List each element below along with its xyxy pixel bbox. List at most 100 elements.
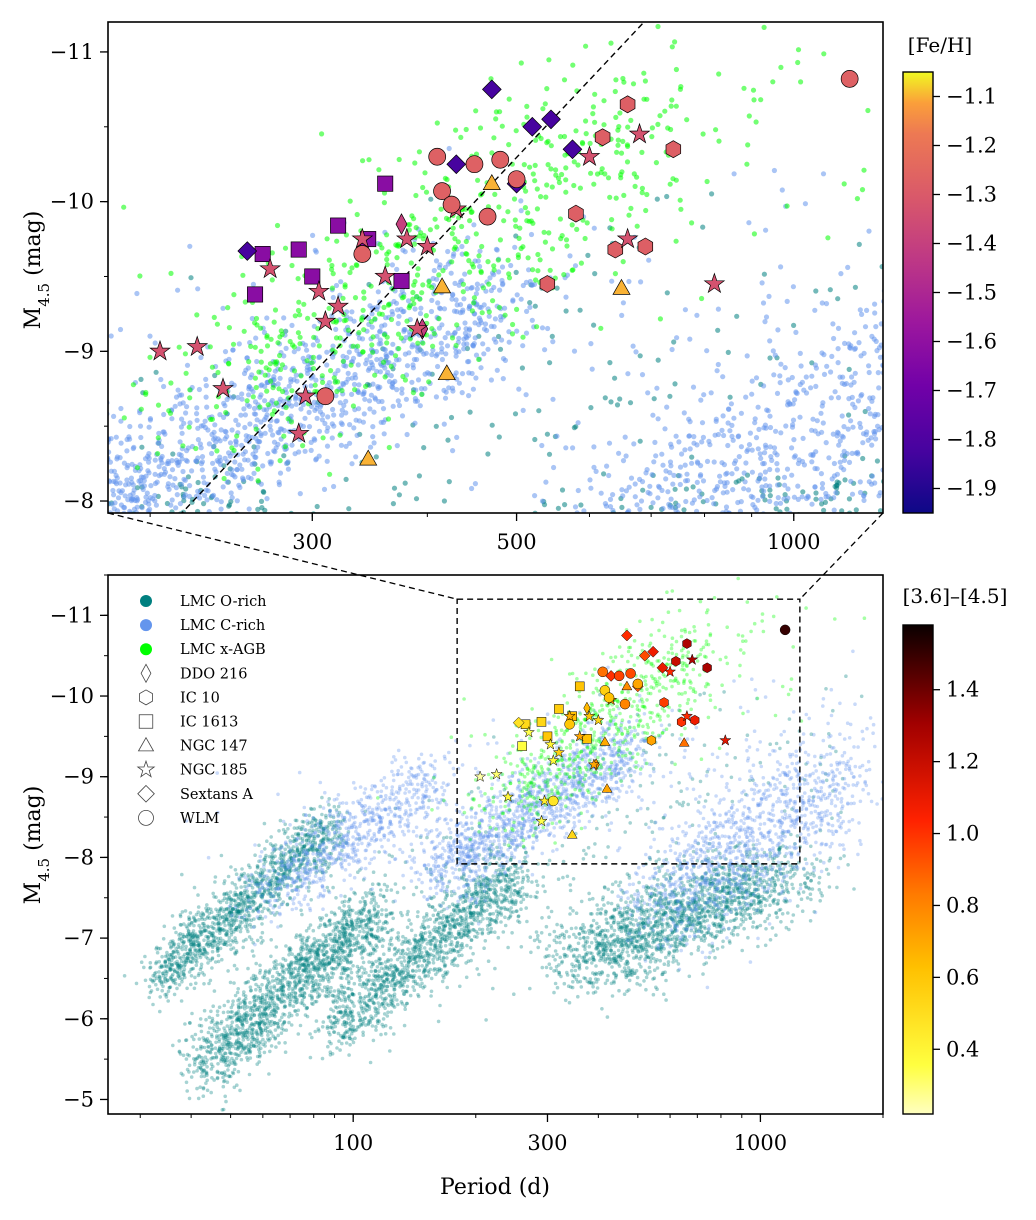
lmc-point-bottom — [321, 840, 325, 845]
lmc-point-bottom — [154, 976, 159, 981]
lmc-point-bottom — [226, 1068, 230, 1072]
lmc-point-top — [778, 64, 784, 70]
lmc-point-bottom — [232, 898, 237, 903]
lmc-point-top — [454, 434, 460, 440]
lmc-point-top — [748, 514, 753, 519]
lmc-point-bottom — [287, 864, 292, 868]
lmc-point-bottom — [225, 943, 229, 947]
lmc-point-bottom — [192, 916, 196, 921]
lmc-point-bottom — [204, 1081, 208, 1085]
lmc-point-bottom — [296, 831, 301, 836]
lmc-point-bottom — [238, 892, 243, 896]
lmc-point-top — [240, 272, 246, 278]
lmc-point-top — [849, 491, 856, 497]
lmc-point-top — [823, 440, 829, 446]
lmc-point-bottom — [278, 818, 283, 823]
lmc-point-bottom — [192, 1062, 197, 1067]
lmc-point-top — [474, 286, 480, 292]
lmc-point-bottom — [299, 827, 303, 831]
lmc-point-top — [449, 385, 456, 391]
lmc-point-bottom — [319, 852, 323, 856]
lmc-point-top — [720, 374, 726, 380]
lmc-point-top — [591, 444, 597, 450]
lmc-point-top — [856, 340, 862, 346]
lmc-point-bottom — [263, 855, 268, 860]
lmc-point-bottom — [235, 928, 239, 932]
lmc-point-top — [683, 486, 690, 492]
lmc-point-top — [818, 471, 825, 477]
lmc-point-top — [394, 387, 400, 393]
lmc-point-bottom — [164, 979, 168, 984]
lmc-point-bottom — [196, 910, 201, 914]
lmc-point-bottom — [259, 935, 263, 940]
lmc-point-top — [401, 327, 407, 333]
lmc-point-top — [368, 392, 374, 398]
lmc-point-bottom — [284, 944, 288, 948]
lmc-point-top — [590, 104, 597, 110]
lmc-point-top — [253, 315, 260, 322]
lmc-point-top — [302, 448, 308, 454]
lmc-point-top — [601, 98, 607, 104]
lmc-point-bottom — [171, 956, 175, 960]
lmc-point-bottom — [255, 864, 260, 869]
lmc-point-bottom — [266, 1021, 271, 1026]
lmc-point-top — [609, 217, 615, 223]
lmc-point-top — [699, 439, 705, 445]
lmc-point-top — [141, 483, 147, 489]
lmc-point-top — [236, 341, 242, 347]
lmc-point-bottom — [264, 899, 269, 904]
lmc-point-top — [466, 358, 472, 365]
lmc-point-bottom — [273, 876, 278, 880]
lmc-point-top — [235, 422, 241, 428]
lmc-point-bottom — [226, 969, 230, 973]
lmc-point-bottom — [296, 833, 300, 837]
lmc-point-top — [534, 186, 540, 192]
lmc-point-bottom — [215, 946, 220, 950]
lmc-point-bottom — [279, 860, 284, 865]
lmc-point-top — [195, 437, 201, 443]
lmc-point-top — [841, 181, 847, 187]
lmc-point-top — [195, 508, 201, 513]
lmc-point-top — [237, 462, 243, 468]
lmc-point-bottom — [163, 992, 167, 997]
lmc-point-top — [127, 423, 133, 430]
lmc-point-top — [571, 425, 578, 431]
lmc-point-top — [224, 479, 230, 485]
lmc-point-bottom — [155, 950, 160, 955]
lmc-point-bottom — [187, 922, 191, 926]
lmc-point-bottom — [258, 875, 263, 879]
lmc-point-bottom — [179, 963, 184, 968]
lmc-point-bottom — [227, 922, 231, 926]
lmc-point-bottom — [243, 913, 247, 917]
lmc-point-bottom — [157, 959, 161, 964]
lmc-point-top — [683, 498, 689, 505]
lmc-point-top — [370, 365, 376, 371]
lmc-point-bottom — [324, 813, 328, 818]
lmc-point-top — [514, 292, 520, 298]
lmc-point-bottom — [308, 847, 313, 852]
lmc-point-top — [174, 460, 180, 466]
lmc-point-top — [777, 373, 783, 379]
lmc-point-top — [337, 400, 343, 406]
lmc-point-bottom — [316, 833, 320, 838]
lmc-point-bottom — [230, 938, 234, 943]
lmc-point-top — [523, 392, 529, 398]
lmc-point-top — [485, 259, 491, 265]
lmc-point-top — [473, 231, 479, 237]
lmc-point-top — [146, 424, 152, 430]
lmc-point-top — [587, 140, 593, 146]
lmc-point-top — [343, 476, 349, 482]
lmc-point-bottom — [254, 987, 258, 992]
lmc-point-top — [814, 466, 820, 472]
lmc-point-bottom — [166, 989, 171, 994]
lmc-point-top — [335, 379, 341, 385]
lmc-point-top — [292, 313, 298, 319]
lmc-point-top — [738, 499, 744, 505]
lmc-point-top — [374, 356, 380, 363]
lmc-point-top — [687, 446, 693, 452]
lmc-point-top — [413, 225, 419, 231]
lmc-point-top — [182, 351, 188, 357]
lmc-point-bottom — [142, 965, 146, 970]
lmc-point-top — [389, 262, 395, 268]
lmc-point-top — [335, 367, 341, 374]
